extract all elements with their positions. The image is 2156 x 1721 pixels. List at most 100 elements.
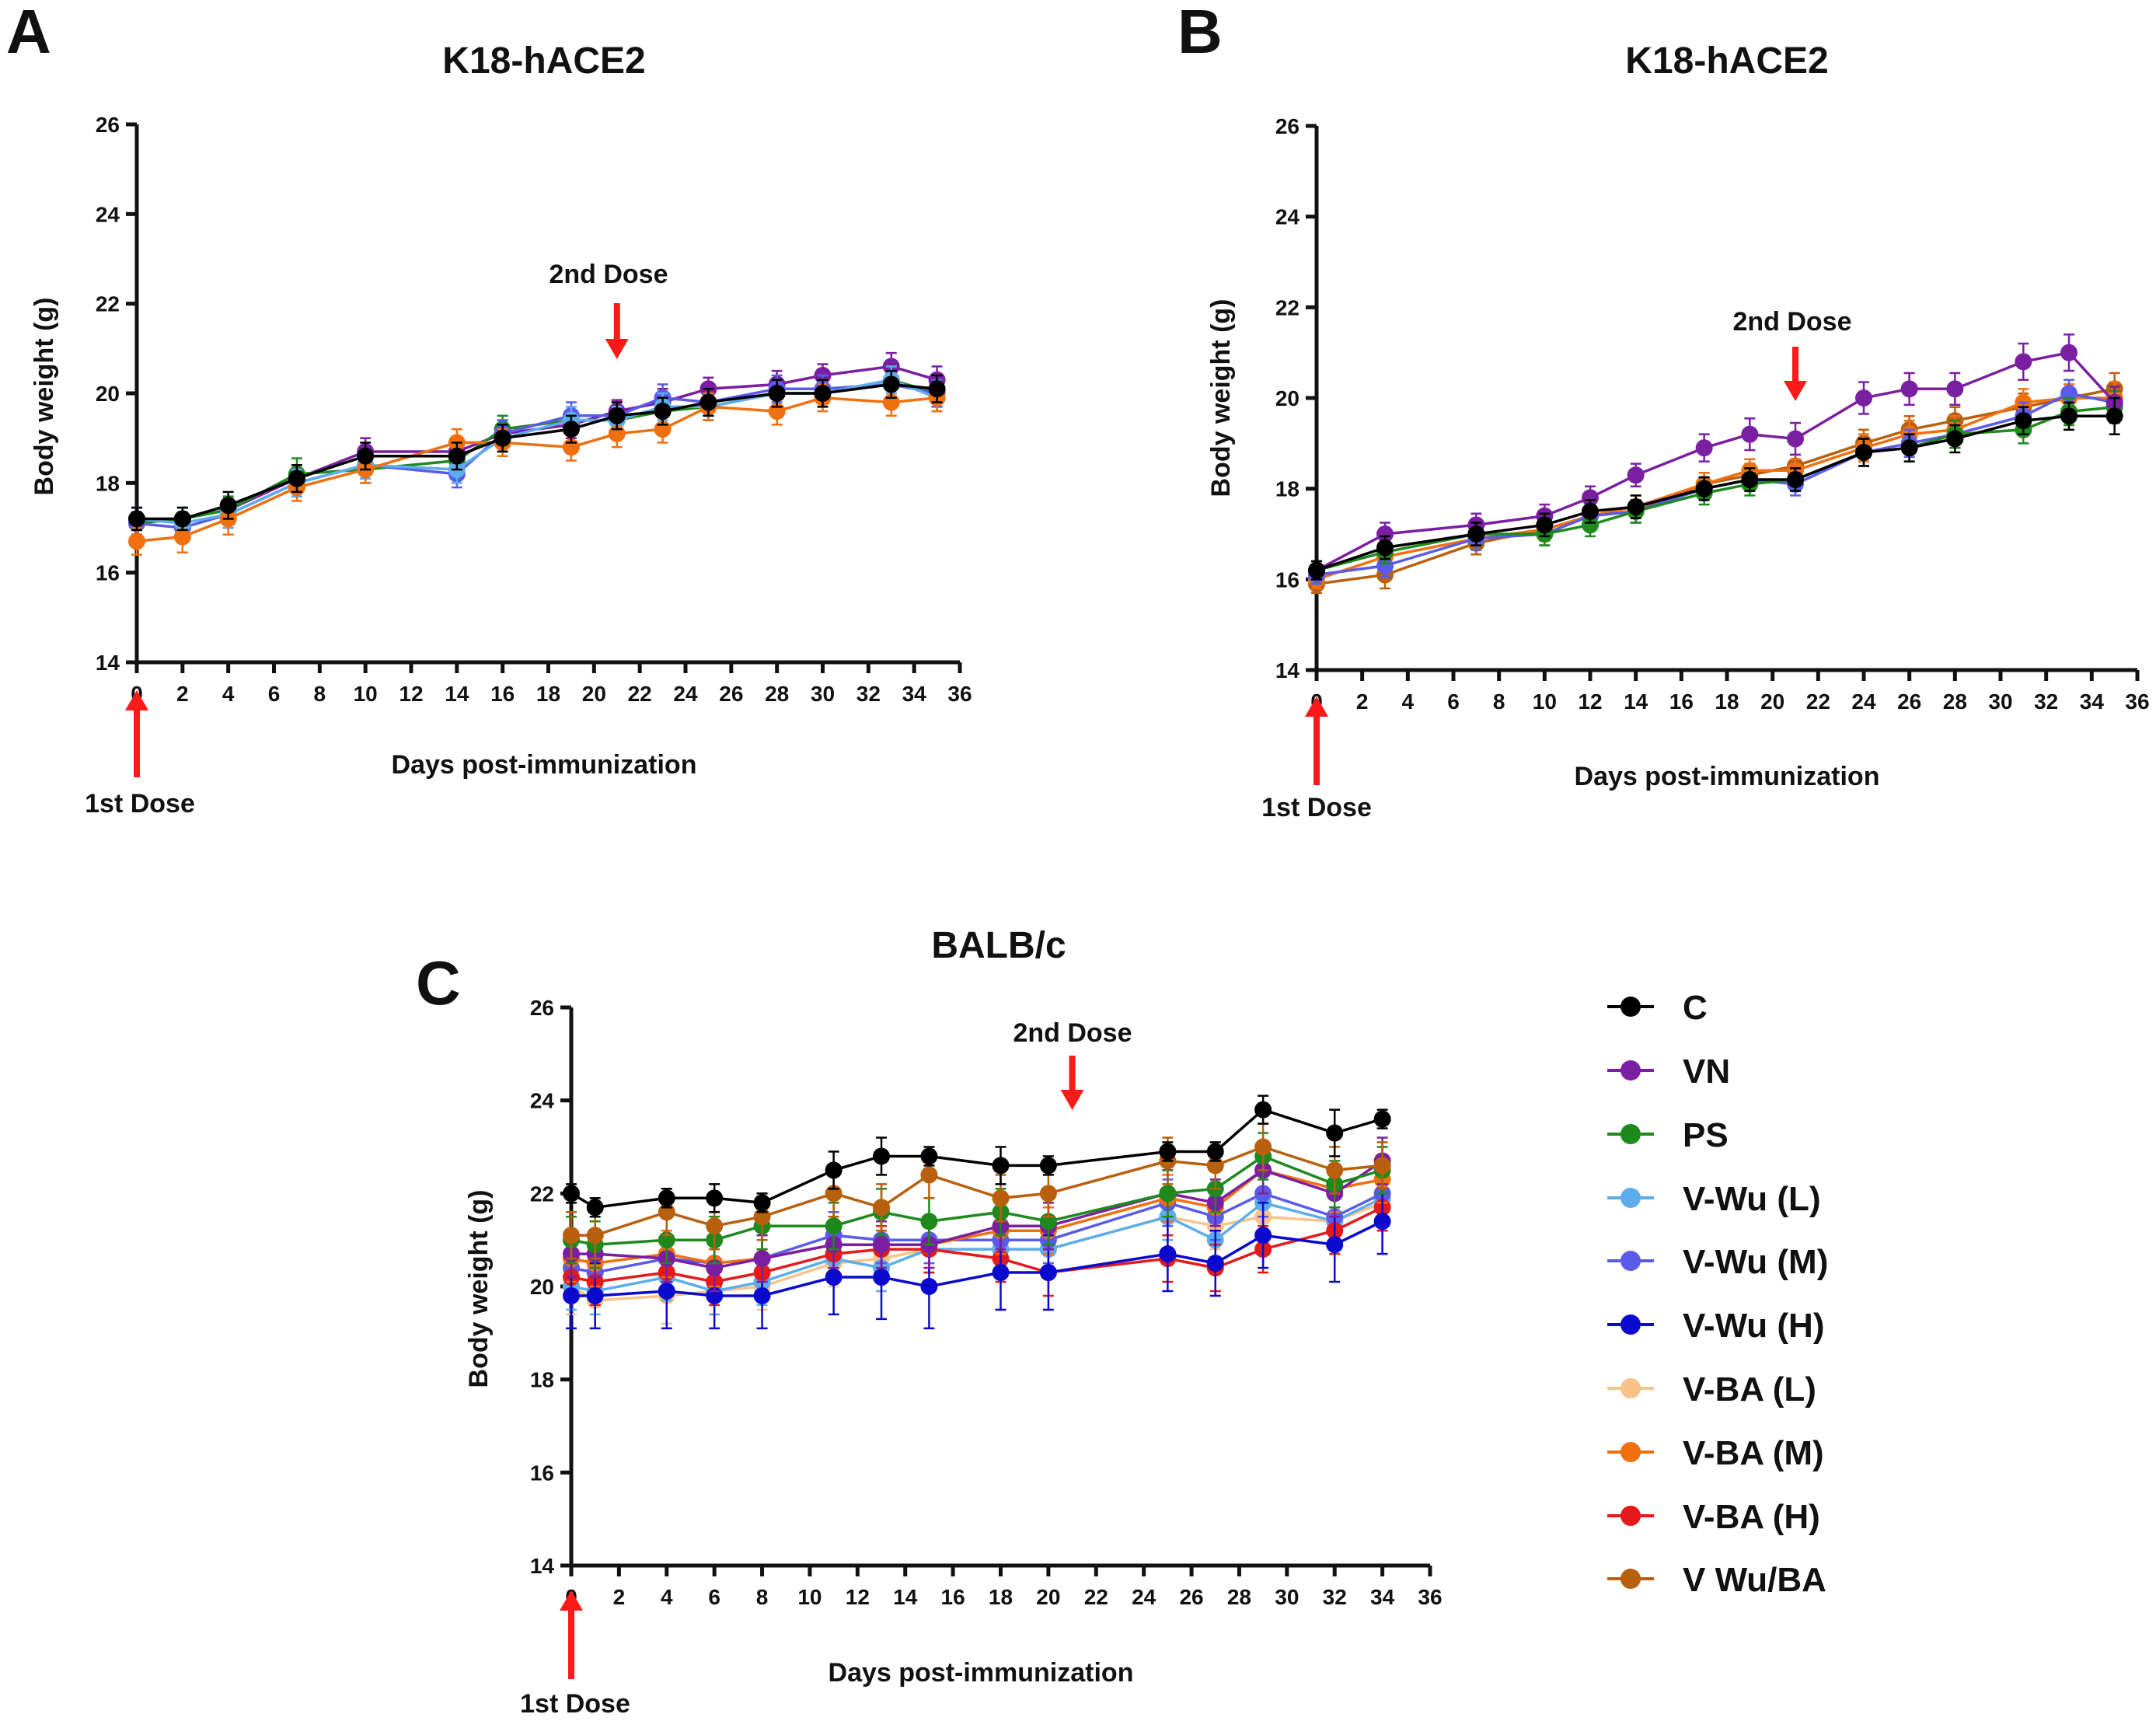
- x-tick-label-a: 2: [176, 682, 189, 706]
- data-point-a-c: [448, 447, 466, 465]
- x-tick-label-b: 22: [1806, 689, 1830, 714]
- x-axis-label-b: Days post-immunization: [1575, 762, 1880, 791]
- chart-title-a: K18-hACE2: [442, 40, 645, 82]
- series-a-vbm: [128, 383, 946, 556]
- legend-item-v-wu-l: V-Wu (L): [1607, 1180, 1821, 1218]
- legend-marker-v-ba-l: [1620, 1378, 1641, 1398]
- legend-label-v-ba-m: V-BA (M): [1683, 1434, 1824, 1472]
- y-tick-label-c: 14: [530, 1554, 555, 1578]
- x-tick-label-c: 16: [941, 1585, 965, 1609]
- data-point-c-vwh: [825, 1269, 843, 1286]
- y-tick-label-c: 20: [530, 1275, 554, 1299]
- data-point-b-c: [1308, 561, 1325, 579]
- x-tick-label-a: 18: [536, 682, 560, 706]
- series-line-b-vbm: [1316, 396, 2115, 581]
- series-line-a-vbm: [136, 396, 937, 543]
- data-point-c-c: [1373, 1110, 1391, 1128]
- x-tick-label-c: 28: [1227, 1585, 1251, 1609]
- x-tick-label-c: 22: [1084, 1585, 1108, 1609]
- first-dose-arrow-a: [125, 690, 148, 777]
- legend-marker-v-wu-h: [1620, 1314, 1641, 1335]
- x-tick-label-b: 6: [1447, 689, 1460, 714]
- legend-marker-ps: [1620, 1124, 1641, 1144]
- data-point-b-vn: [2015, 353, 2032, 371]
- x-tick-label-c: 20: [1036, 1585, 1060, 1609]
- series-c-c: [563, 1094, 1391, 1218]
- x-tick-label-a: 10: [354, 682, 378, 706]
- x-tick-label-a: 16: [490, 682, 515, 706]
- data-point-a-c: [562, 421, 580, 438]
- y-tick-label-b: 18: [1275, 477, 1300, 501]
- data-point-c-c: [825, 1161, 843, 1179]
- data-point-b-c: [1467, 525, 1485, 543]
- second-dose-label-c: 2nd Dose: [1013, 1018, 1132, 1048]
- data-point-c-vwh: [1039, 1264, 1057, 1282]
- x-tick-label-a: 28: [765, 682, 789, 706]
- panel-a: A K18-hACE2 1416182022242602468101214161…: [6, 0, 972, 819]
- legend-label-v-ba-l: V-BA (L): [1683, 1370, 1816, 1409]
- second-dose-arrow-c-head: [1060, 1090, 1084, 1110]
- x-tick-label-b: 26: [1897, 689, 1921, 714]
- second-dose-label-b: 2nd Dose: [1732, 307, 1851, 337]
- x-tick-label-a: 12: [399, 682, 423, 706]
- y-tick-label-b: 14: [1275, 658, 1300, 682]
- data-point-c-vwh: [1326, 1236, 1344, 1254]
- legend-label-v-wu-ba: V Wu/BA: [1683, 1561, 1826, 1599]
- data-point-c-vwb: [1254, 1138, 1272, 1156]
- data-point-b-c: [1855, 444, 1872, 461]
- x-tick-label-b: 14: [1624, 689, 1648, 714]
- x-tick-label-c: 14: [893, 1585, 918, 1609]
- series-line-a-c: [137, 382, 937, 521]
- y-tick-label-a: 26: [96, 113, 120, 137]
- legend-label-v-ba-h: V-BA (H): [1683, 1498, 1820, 1536]
- data-point-b-vn: [1900, 380, 1918, 398]
- data-point-c-vwb: [1326, 1161, 1344, 1179]
- data-point-b-vwm: [1376, 557, 1394, 574]
- x-tick-label-a: 34: [902, 682, 927, 706]
- plot-area-b: 1416182022242602468101214161820222426283…: [1275, 114, 2150, 785]
- x-tick-label-c: 12: [846, 1585, 870, 1609]
- data-point-b-vn: [1695, 439, 1713, 457]
- data-point-b-c: [1536, 516, 1554, 534]
- legend-label-v-wu-h: V-Wu (H): [1683, 1307, 1825, 1345]
- y-tick-label-c: 26: [530, 996, 554, 1020]
- data-point-a-vbm: [128, 532, 145, 550]
- data-point-c-c: [1159, 1143, 1177, 1161]
- data-point-b-c: [2015, 412, 2032, 430]
- x-tick-label-b: 36: [2125, 689, 2149, 714]
- y-tick-label-b: 16: [1275, 567, 1300, 592]
- y-tick-label-c: 18: [530, 1368, 554, 1392]
- x-tick-label-c: 30: [1275, 1585, 1299, 1609]
- data-point-b-c: [2060, 407, 2078, 425]
- data-point-b-vn: [1787, 430, 1804, 448]
- y-tick-label-c: 16: [530, 1461, 554, 1485]
- first-dose-arrow-a-head: [125, 690, 148, 710]
- x-tick-label-c: 32: [1323, 1585, 1347, 1609]
- data-point-c-c: [920, 1147, 938, 1165]
- data-point-a-vbm: [173, 528, 191, 546]
- first-dose-arrow-b-head: [1305, 696, 1328, 717]
- data-point-c-vn: [873, 1236, 891, 1254]
- x-axis-label-a: Days post-immunization: [392, 750, 697, 780]
- series-a-c: [128, 369, 946, 532]
- data-point-c-vwb: [563, 1227, 580, 1244]
- data-point-b-vn: [1855, 389, 1872, 407]
- data-point-c-c: [873, 1147, 891, 1165]
- data-point-b-vn: [1946, 380, 1964, 398]
- first-dose-arrow-c-head: [560, 1590, 583, 1611]
- second-dose-arrow-b-head: [1784, 381, 1807, 401]
- data-point-b-c: [2105, 407, 2123, 425]
- y-tick-label-a: 18: [96, 471, 120, 495]
- data-point-a-c: [768, 385, 786, 402]
- x-tick-label-c: 36: [1418, 1585, 1442, 1609]
- x-tick-label-b: 24: [1851, 689, 1876, 714]
- x-tick-label-a: 24: [673, 682, 698, 706]
- y-axis-label-c: Body weight (g): [464, 1190, 494, 1388]
- y-tick-label-c: 22: [530, 1182, 554, 1206]
- data-point-c-vwb: [1373, 1157, 1391, 1175]
- data-point-c-c: [1039, 1157, 1057, 1175]
- legend-label-vn: VN: [1683, 1052, 1730, 1091]
- x-tick-label-b: 8: [1493, 689, 1505, 714]
- data-point-c-c: [586, 1199, 604, 1217]
